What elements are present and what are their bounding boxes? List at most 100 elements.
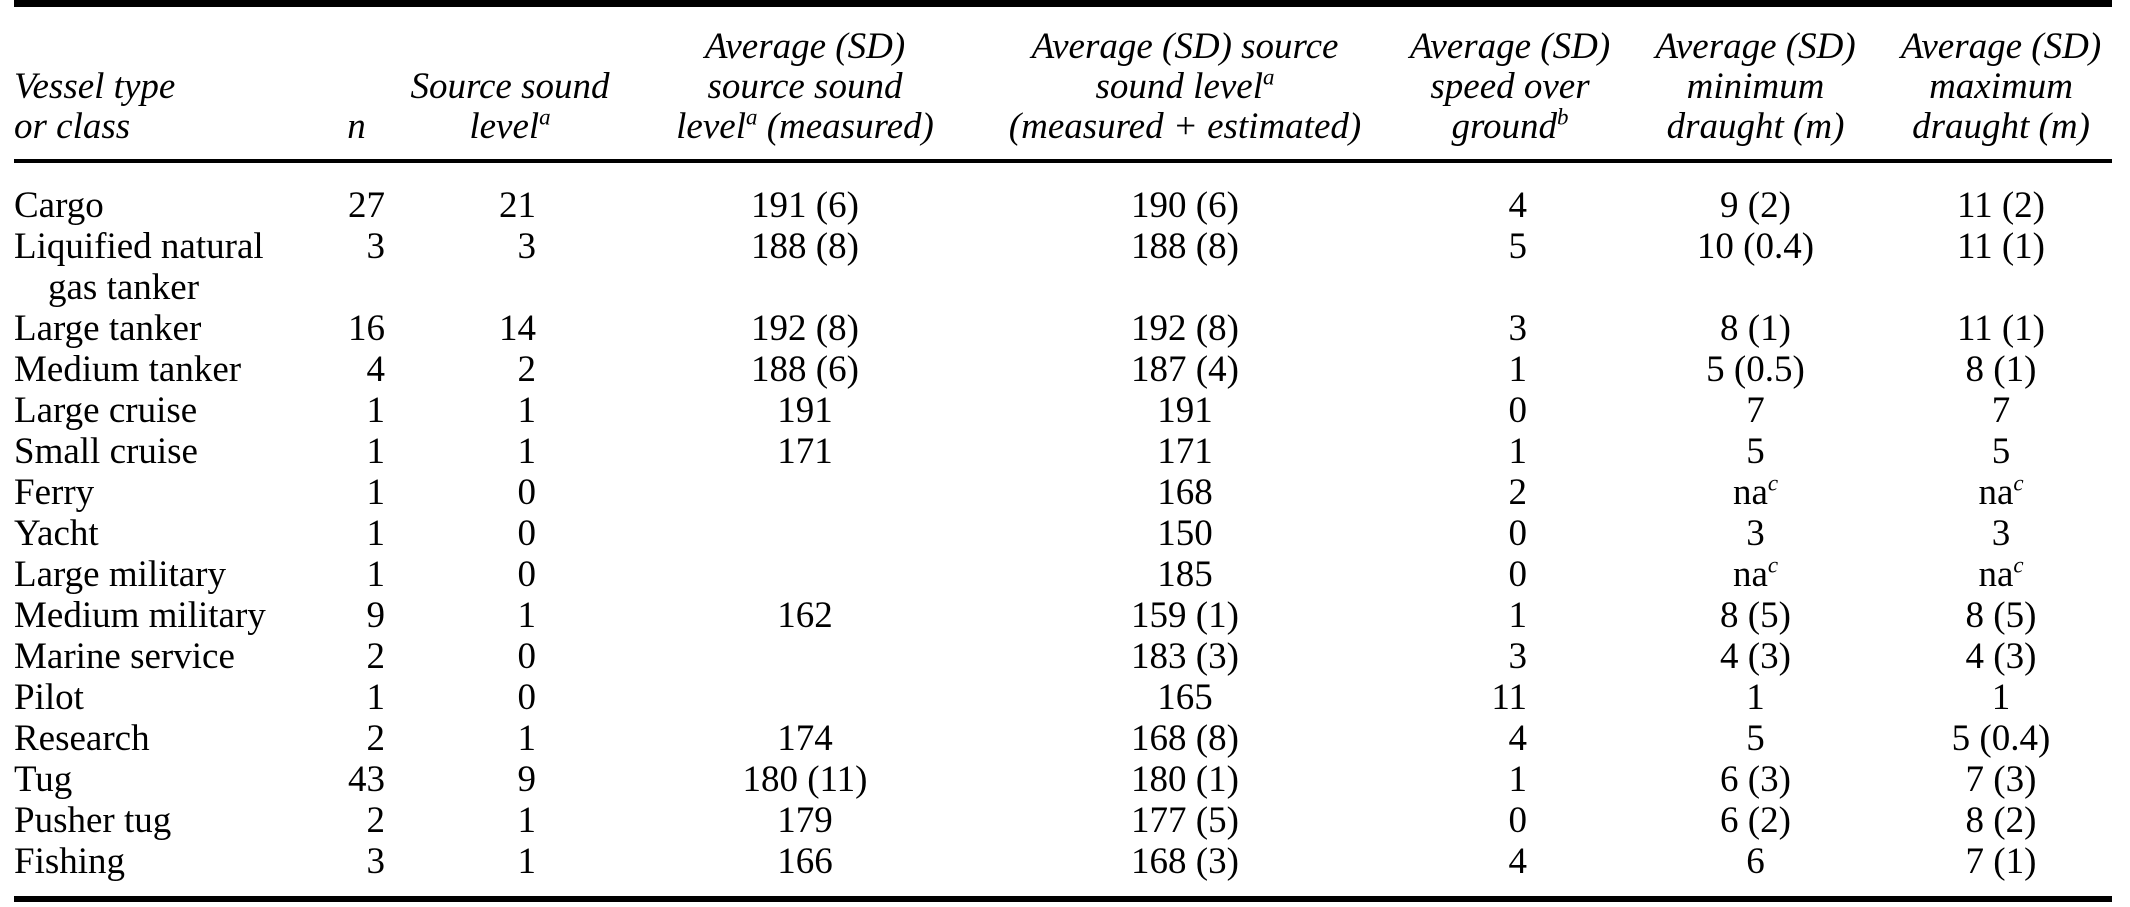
cell-speed: 1 bbox=[1508, 595, 1528, 636]
cell-measured: 162 bbox=[777, 595, 833, 636]
cell-min_draught: 5 bbox=[1746, 718, 1765, 759]
table-row: Research 2 1 174 168 (8) 4 5 5 (0.4) bbox=[14, 718, 2112, 759]
cell-max_draught: 11 (1) bbox=[1956, 226, 2046, 267]
footnote-marker: c bbox=[1767, 552, 1779, 578]
cell-measured_estimated: 171 bbox=[1157, 431, 1213, 472]
header-line: n bbox=[347, 106, 366, 147]
cell-vessel: Ferry bbox=[14, 472, 95, 513]
cell-speed: 1 bbox=[1508, 431, 1528, 472]
cell-min_draught: 6 bbox=[1639, 841, 1864, 902]
cell-measured_estimated: 168 (3) bbox=[989, 841, 1381, 902]
header-line: Vessel type bbox=[14, 66, 176, 107]
cell-max_draught: 7 (1) bbox=[1864, 841, 2112, 902]
cell-measured bbox=[621, 677, 989, 718]
cell-min_draught: 5 bbox=[1746, 431, 1765, 472]
header-line: maximum bbox=[1929, 66, 2073, 107]
cell-min_draught: 8 (5) bbox=[1720, 595, 1791, 636]
footnote-marker: a bbox=[1263, 64, 1275, 90]
cell-speed: 1 bbox=[1508, 349, 1528, 390]
cell-min_draught: 6 (2) bbox=[1720, 800, 1791, 841]
cell-min_draught: 6 (3) bbox=[1720, 759, 1791, 800]
footnote-marker: c bbox=[1767, 470, 1779, 496]
cell-measured bbox=[621, 554, 989, 595]
footnote-marker: a bbox=[539, 104, 551, 130]
cell-n: 1 bbox=[366, 554, 386, 595]
cell-measured_estimated: 165 bbox=[1157, 677, 1213, 718]
cell-source: 3 bbox=[517, 226, 537, 267]
cell-n: 1 bbox=[366, 677, 386, 718]
header-cell-speed: Average (SD) speed over groundb bbox=[1381, 0, 1639, 163]
table-row: Large tanker 16 14 192 (8) 192 (8) 3 8 (1) 11 (… bbox=[14, 308, 2112, 349]
cell-vessel: Research bbox=[14, 718, 150, 759]
cell-n: 27 bbox=[348, 185, 385, 226]
header-cell-vessel: Vessel type or class bbox=[14, 0, 314, 163]
header-line: (measured + estimated) bbox=[1008, 106, 1362, 147]
cell-max_draught: nac bbox=[1978, 552, 2024, 595]
table-row: Ferry 1 0 168 2 nac nac bbox=[14, 472, 2112, 513]
table-row: Pusher tug 2 1 179 177 (5) 0 6 (2) 8 (2) bbox=[14, 800, 2112, 841]
cell-source: 14 bbox=[499, 308, 536, 349]
cell-max_draught: 4 (3) bbox=[1965, 636, 2037, 677]
cell-speed: 0 bbox=[1508, 513, 1528, 554]
cell-source: 1 bbox=[517, 390, 537, 431]
cell-vessel: Liquified natural gas tanker bbox=[14, 226, 264, 308]
cell-n: 2 bbox=[366, 800, 386, 841]
cell-source: 1 bbox=[517, 431, 537, 472]
cell-measured_estimated: 191 bbox=[1157, 390, 1213, 431]
table-row: Medium tanker 4 2 188 (6) 187 (4) 1 5 (0.5) 8 (… bbox=[14, 349, 2112, 390]
header-line: Average (SD) bbox=[1409, 26, 1611, 67]
header-cell-n: n bbox=[314, 0, 399, 163]
header-cell-source: Source sound levela bbox=[399, 0, 621, 163]
cell-source: 1 bbox=[399, 841, 621, 902]
cell-source: 9 bbox=[517, 759, 537, 800]
cell-vessel: Cargo bbox=[14, 185, 104, 226]
cell-min_draught: 7 bbox=[1746, 390, 1765, 431]
cell-measured_estimated: 177 (5) bbox=[1131, 800, 1239, 841]
cell-measured: 188 (6) bbox=[751, 349, 859, 390]
cell-speed: 4 bbox=[1381, 841, 1639, 902]
table-row: Marine service 2 0 183 (3) 3 4 (3) 4 (3) bbox=[14, 636, 2112, 677]
table-row: Large military 1 0 185 0 nac nac bbox=[14, 554, 2112, 595]
cell-vessel: Medium military bbox=[14, 595, 266, 636]
cell-measured_estimated: 183 (3) bbox=[1131, 636, 1239, 677]
vessel-sound-table: Vessel type or class n Source sound levela Av… bbox=[14, 0, 2112, 902]
cell-min_draught: 8 (1) bbox=[1720, 308, 1791, 349]
cell-n: 1 bbox=[366, 431, 386, 472]
cell-max_draught: nac bbox=[1978, 470, 2024, 513]
cell-measured: 188 (8) bbox=[751, 226, 859, 267]
cell-vessel: Large military bbox=[14, 554, 226, 595]
cell-measured: 192 (8) bbox=[751, 308, 859, 349]
cell-n: 3 bbox=[314, 841, 399, 902]
cell-n: 9 bbox=[366, 595, 386, 636]
header-line: or class bbox=[14, 106, 131, 147]
cell-measured_estimated: 190 (6) bbox=[1131, 185, 1239, 226]
cell-max_draught: 11 (2) bbox=[1956, 185, 2046, 226]
footnote-marker: c bbox=[2013, 552, 2024, 578]
cell-max_draught: 7 bbox=[1991, 390, 2011, 431]
cell-measured: 171 bbox=[777, 431, 833, 472]
cell-vessel: Large cruise bbox=[14, 390, 198, 431]
cell-min_draught: nac bbox=[1732, 470, 1779, 513]
cell-measured_estimated: 150 bbox=[1157, 513, 1213, 554]
cell-measured: 191 bbox=[777, 390, 833, 431]
header-line: Average (SD) bbox=[1655, 26, 1856, 67]
cell-vessel: Large tanker bbox=[14, 308, 202, 349]
header-line: Average (SD) source bbox=[1031, 26, 1339, 67]
header-line: speed over bbox=[1430, 66, 1590, 107]
cell-max_draught: 5 (0.4) bbox=[1951, 718, 2051, 759]
cell-speed: 2 bbox=[1508, 472, 1528, 513]
cell-n: 4 bbox=[366, 349, 386, 390]
header-line: Average (SD) bbox=[704, 26, 906, 67]
cell-max_draught: 11 (1) bbox=[1956, 308, 2046, 349]
cell-max_draught: 8 (5) bbox=[1965, 595, 2037, 636]
footnote-marker: a bbox=[745, 104, 758, 130]
cell-speed: 11 bbox=[1491, 677, 1527, 718]
table-row: Liquified natural gas tanker 3 3 188 (8) 188… bbox=[14, 226, 2112, 308]
cell-n: 1 bbox=[366, 513, 386, 554]
table-row: Yacht 1 0 150 0 3 3 bbox=[14, 513, 2112, 554]
cell-measured_estimated: 185 bbox=[1157, 554, 1213, 595]
cell-max_draught: 8 (1) bbox=[1965, 349, 2037, 390]
cell-measured: 166 bbox=[621, 841, 989, 902]
header-line: minimum bbox=[1686, 66, 1825, 107]
